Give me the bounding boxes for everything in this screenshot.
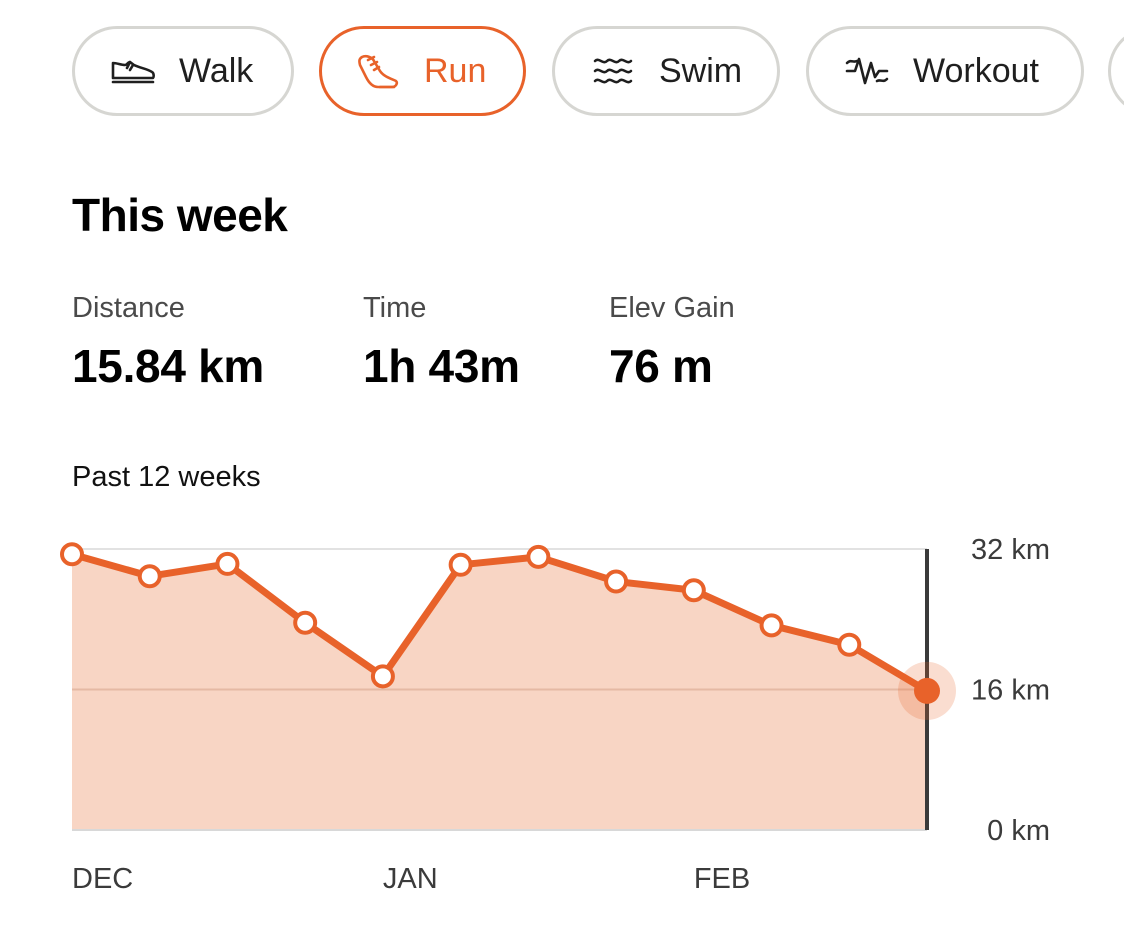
area-fill [72, 554, 927, 830]
data-point [837, 632, 862, 657]
activity-tabs: Walk Run Swim [72, 26, 1124, 122]
stat-elev-gain-label: Elev Gain [609, 292, 735, 324]
data-point [681, 578, 706, 603]
x-tick-label: FEB [694, 863, 750, 895]
y-tick-label: 16 km [971, 675, 1050, 707]
tab-run-label: Run [424, 51, 487, 90]
y-tick-label: 32 km [971, 534, 1050, 566]
stat-distance: Distance 15.84 km [72, 290, 264, 394]
tab-swim-label: Swim [659, 51, 743, 90]
stat-elev-gain: Elev Gain 76 m [609, 290, 735, 394]
stat-elev-gain-value: 76 m [609, 340, 713, 392]
tab-walk-label: Walk [179, 51, 254, 90]
stat-distance-value: 15.84 km [72, 340, 264, 392]
data-point [370, 664, 395, 689]
data-point [137, 564, 162, 589]
running-shoe-icon [354, 51, 402, 91]
x-tick-label: DEC [72, 863, 133, 895]
data-point [293, 610, 318, 635]
data-point [604, 569, 629, 594]
y-tick-label: 0 km [987, 815, 1050, 847]
tab-workout-label: Workout [913, 51, 1039, 90]
stat-distance-label: Distance [72, 292, 185, 324]
data-point-highlight [914, 677, 940, 704]
tab-more-partial[interactable] [1108, 26, 1124, 116]
workout-icon [843, 51, 891, 91]
data-point [759, 613, 784, 638]
stat-time: Time 1h 43m [363, 290, 520, 394]
data-point [215, 551, 240, 576]
shoe-icon [109, 51, 157, 91]
data-point [60, 542, 84, 567]
stat-time-label: Time [363, 292, 427, 324]
series-line [68, 550, 931, 695]
data-point [526, 544, 551, 569]
x-tick-label: JAN [383, 863, 438, 895]
tab-run[interactable]: Run [319, 26, 526, 116]
tab-walk[interactable]: Walk [72, 26, 294, 116]
chart-svg: 0 km 16 km 32 km DEC JAN FEB [60, 534, 1050, 895]
tab-swim[interactable]: Swim [552, 26, 780, 116]
waves-icon [589, 51, 637, 91]
tab-workout[interactable]: Workout [806, 26, 1084, 116]
stat-time-value: 1h 43m [363, 340, 520, 392]
section-title: This week [72, 189, 288, 241]
chart-title: Past 12 weeks [72, 461, 261, 493]
weekly-distance-chart: 0 km 16 km 32 km DEC JAN FEB [0, 520, 1124, 928]
data-point [448, 552, 473, 577]
